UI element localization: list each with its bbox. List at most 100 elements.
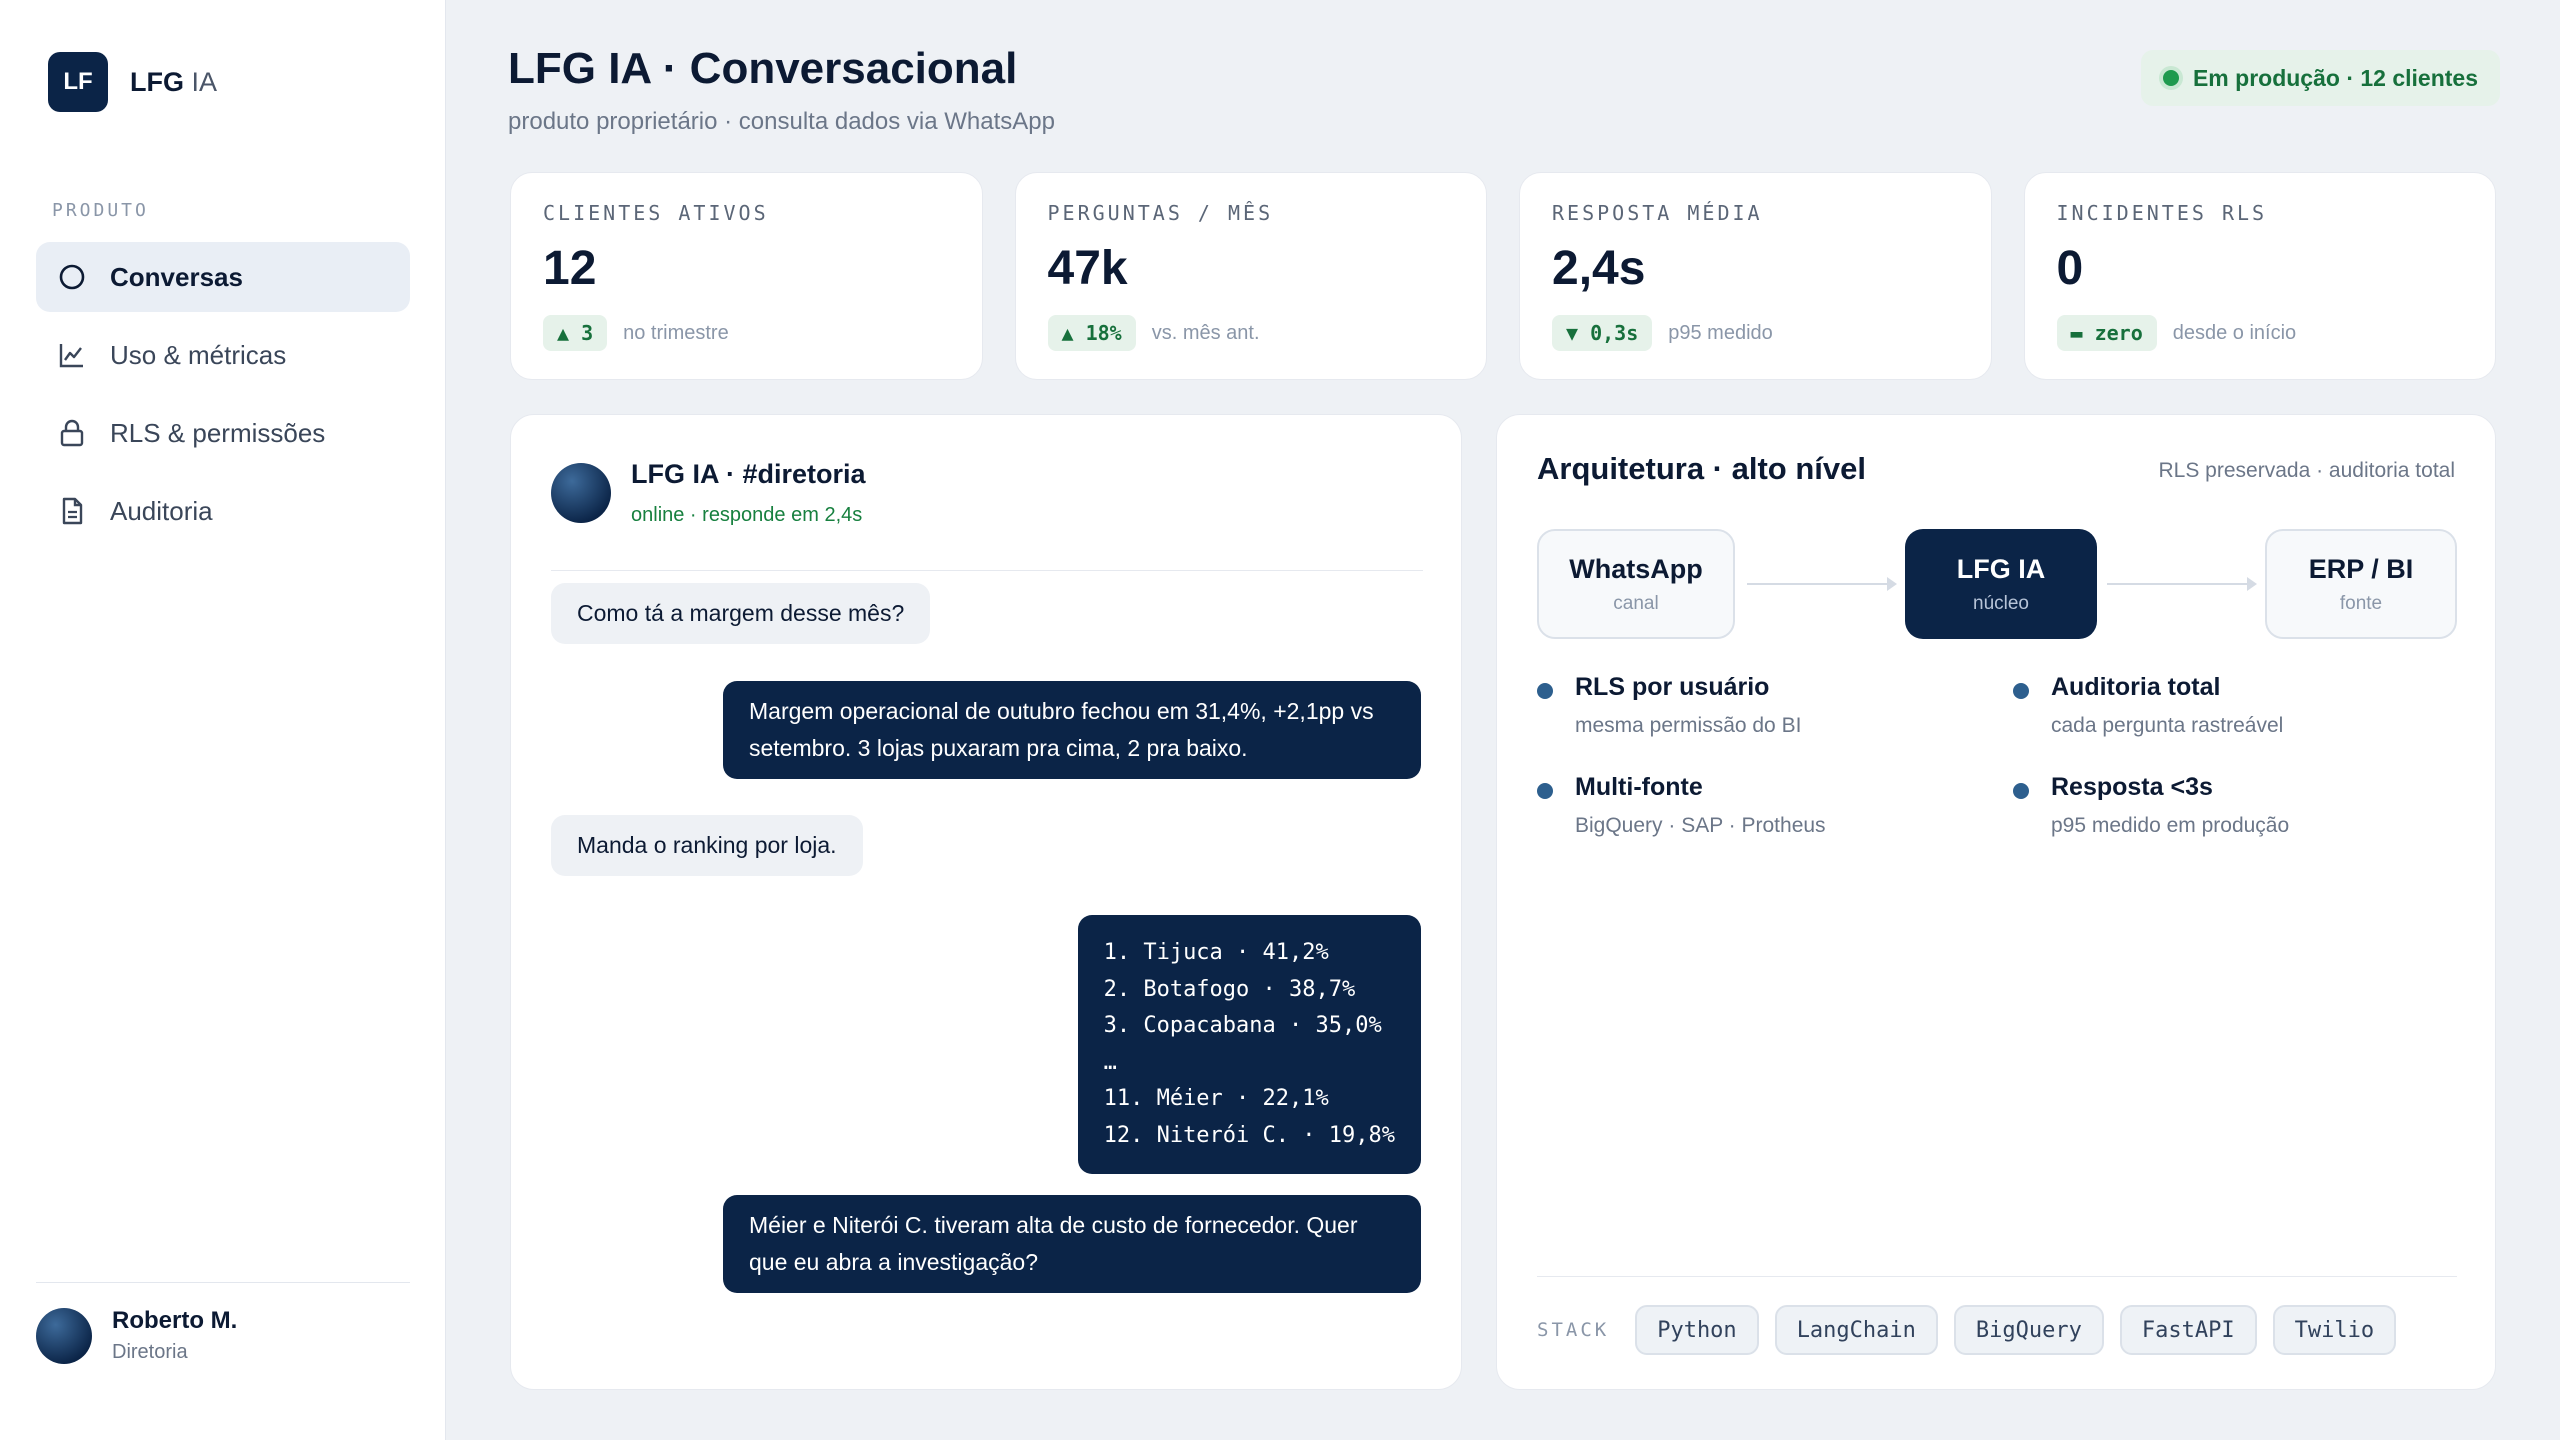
chat-message-outgoing: Margem operacional de outubro fechou em … (723, 681, 1421, 779)
lock-icon (58, 419, 86, 447)
stat-delta-badge: ▲ 3 (543, 315, 608, 351)
stat-delta-note: desde o início (2172, 321, 2297, 344)
feature-title: Multi-fonte (1575, 773, 1703, 801)
chat-message-outgoing-ranking: 1. Tijuca · 41,2% 2. Botafogo · 38,7% 3.… (1077, 915, 1421, 1174)
chat-title: LFG IA · #diretoria (631, 459, 866, 489)
avatar (36, 1307, 92, 1364)
sidebar-item-label: Uso & métricas (110, 339, 287, 370)
chat-message-incoming: Manda o ranking por loja. (551, 815, 863, 876)
bullet-icon (2013, 783, 2029, 799)
page-subtitle: produto proprietário · consulta dados vi… (508, 108, 1055, 135)
feature-title: RLS por usuário (1575, 673, 1770, 701)
stat-footer: ▬ zero desde o início (2056, 315, 2297, 351)
feature-resposta-rapida: Resposta <3s p95 medido em produção (2013, 773, 2433, 838)
user-name: Roberto M. (112, 1307, 238, 1334)
stat-footer: ▲ 18% vs. mês ant. (1047, 315, 1260, 351)
stat-value: 2,4s (1552, 242, 1646, 295)
chat-message-outgoing: Méier e Niterói C. tiveram alta de custo… (723, 1195, 1421, 1293)
architecture-panel: Arquitetura · alto nível RLS preservada … (1496, 414, 2496, 1390)
sidebar-item-conversas[interactable]: Conversas (36, 242, 410, 312)
architecture-title: Arquitetura · alto nível (1537, 451, 1866, 486)
stat-value: 0 (2056, 242, 2084, 295)
user-info: Roberto M. Diretoria (112, 1307, 237, 1364)
stat-delta-badge: ▲ 18% (1047, 315, 1136, 351)
feature-rls-por-usuario: RLS por usuário mesma permissão do BI (1537, 673, 1957, 738)
stat-card-perguntas-mes: PERGUNTAS / MÊS 47k ▲ 18% vs. mês ant. (1014, 172, 1487, 380)
stack-chip-twilio: Twilio (2272, 1305, 2397, 1355)
stat-delta-note: vs. mês ant. (1151, 321, 1260, 344)
stack-chip-fastapi: FastAPI (2119, 1305, 2257, 1355)
stack-chip-langchain: LangChain (1774, 1305, 1938, 1355)
chat-panel: LFG IA · #diretoria online · responde em… (510, 414, 1462, 1390)
stat-card-clientes-ativos: CLIENTES ATIVOS 12 ▲ 3 no trimestre (510, 172, 983, 380)
status-dot-icon (2162, 70, 2179, 86)
node-title: LFG IA (1956, 553, 2046, 584)
node-subtitle: canal (1613, 592, 1659, 614)
feature-title: Resposta <3s (2051, 773, 2213, 801)
chat-avatar (551, 463, 611, 523)
stack-label: STACK (1537, 1319, 1610, 1341)
stat-card-incidentes-rls: INCIDENTES RLS 0 ▬ zero desde o início (2023, 172, 2496, 380)
brand-name: LFG IA (130, 67, 217, 98)
sidebar-section-label: PRODUTO (52, 200, 149, 221)
user-role: Diretoria (112, 1341, 188, 1363)
sidebar-nav: Conversas Uso & métricas RLS & permissõe… (36, 242, 410, 554)
stat-card-resposta-media: RESPOSTA MÉDIA 2,4s ▼ 0,3s p95 medido (1519, 172, 1992, 380)
feature-description: mesma permissão do BI (1575, 714, 1802, 737)
node-lfg-ia: LFG IA núcleo (1905, 529, 2097, 639)
node-title: ERP / BI (2308, 553, 2414, 584)
stack-chip-python: Python (1635, 1305, 1759, 1355)
sidebar-item-rls-permissoes[interactable]: RLS & permissões (36, 398, 410, 468)
stat-value: 12 (543, 242, 597, 295)
brand-logo: LF (48, 52, 108, 112)
stat-label: CLIENTES ATIVOS (543, 201, 769, 225)
page-title: LFG IA · Conversacional (508, 44, 1018, 93)
feature-description: p95 medido em produção (2051, 814, 2290, 837)
feature-multi-fonte: Multi-fonte BigQuery · SAP · Protheus (1537, 773, 1957, 838)
sidebar-item-label: Auditoria (110, 495, 213, 526)
bullet-icon (1537, 683, 1553, 699)
stat-cards: CLIENTES ATIVOS 12 ▲ 3 no trimestre PERG… (510, 172, 2496, 380)
stat-value: 47k (1047, 242, 1128, 295)
sidebar: LF LFG IA PRODUTO Conversas Uso & métric… (0, 0, 446, 1440)
stat-label: INCIDENTES RLS (2056, 201, 2268, 225)
arrow-icon (1747, 577, 1897, 591)
stat-footer: ▲ 3 no trimestre (543, 315, 729, 351)
feature-description: BigQuery · SAP · Protheus (1575, 814, 1826, 837)
tech-stack: STACK Python LangChain BigQuery FastAPI … (1537, 1276, 2457, 1355)
stat-delta-badge: ▬ zero (2056, 315, 2157, 351)
feature-auditoria-total: Auditoria total cada pergunta rastreável (2013, 673, 2433, 738)
sidebar-item-label: Conversas (110, 261, 243, 292)
sidebar-item-auditoria[interactable]: Auditoria (36, 476, 410, 546)
stat-delta-badge: ▼ 0,3s (1552, 315, 1653, 351)
arrow-icon (2107, 577, 2257, 591)
stat-delta-note: no trimestre (623, 321, 729, 344)
feature-description: cada pergunta rastreável (2051, 714, 2284, 737)
node-subtitle: núcleo (1973, 592, 2029, 614)
chat-message-incoming: Como tá a margem desse mês? (551, 583, 931, 644)
chart-line-icon (58, 341, 86, 369)
stat-footer: ▼ 0,3s p95 medido (1552, 315, 1773, 351)
node-whatsapp: WhatsApp canal (1537, 529, 1735, 639)
feature-title: Auditoria total (2051, 673, 2221, 701)
stat-label: RESPOSTA MÉDIA (1552, 201, 1763, 225)
bullet-icon (1537, 783, 1553, 799)
brand-name-bold: LFG (130, 66, 184, 97)
architecture-note: RLS preservada · auditoria total (2158, 459, 2456, 482)
node-title: WhatsApp (1569, 553, 1703, 584)
status-badge: Em produção · 12 clientes (2140, 50, 2500, 106)
brand[interactable]: LF LFG IA (48, 52, 217, 112)
status-text: Em produção · 12 clientes (2192, 64, 2478, 91)
circle-icon (58, 263, 86, 291)
sidebar-item-uso-metricas[interactable]: Uso & métricas (36, 320, 410, 390)
user-profile[interactable]: Roberto M. Diretoria (36, 1282, 410, 1364)
stat-label: PERGUNTAS / MÊS (1047, 201, 1274, 225)
bullet-icon (2013, 683, 2029, 699)
stat-delta-note: p95 medido (1668, 321, 1773, 344)
brand-name-light: IA (191, 66, 218, 97)
node-erp-bi: ERP / BI fonte (2265, 529, 2457, 639)
chat-status: online · responde em 2,4s (631, 504, 863, 526)
document-icon (58, 497, 86, 525)
chat-header: LFG IA · #diretoria online · responde em… (551, 455, 1423, 571)
stack-chip-bigquery: BigQuery (1953, 1305, 2104, 1355)
